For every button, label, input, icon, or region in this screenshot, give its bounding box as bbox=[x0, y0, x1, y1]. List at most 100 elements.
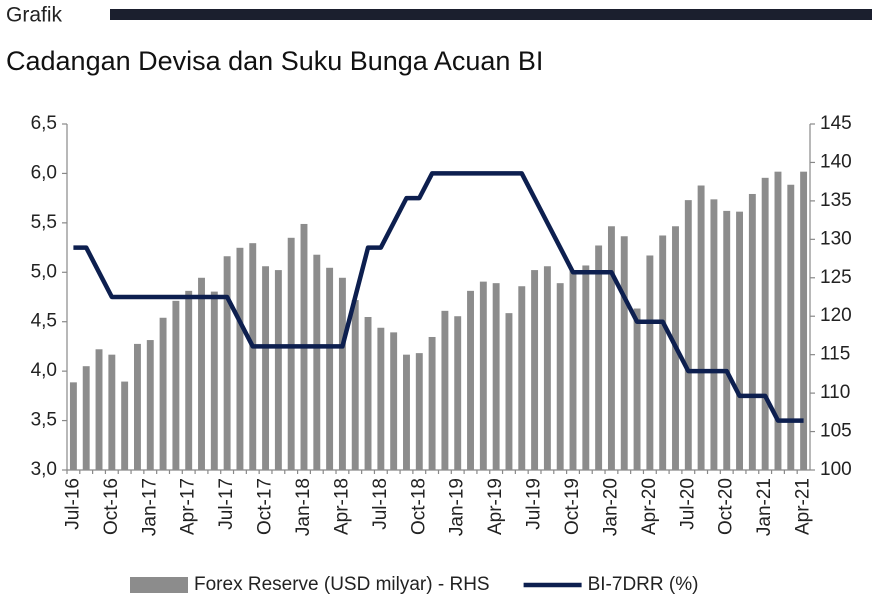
bar bbox=[313, 254, 321, 470]
bar bbox=[95, 349, 103, 470]
y2-tick-label: 145 bbox=[820, 113, 852, 134]
bar bbox=[659, 235, 667, 470]
bar bbox=[761, 177, 769, 471]
y2-tick-label: 130 bbox=[820, 228, 852, 249]
bar bbox=[518, 286, 526, 470]
bar bbox=[479, 281, 487, 470]
x-tick-label: Oct-18 bbox=[408, 478, 429, 535]
y-tick-label: 3,5 bbox=[31, 410, 57, 431]
bar bbox=[236, 247, 244, 470]
bar bbox=[326, 267, 334, 470]
bar bbox=[620, 236, 628, 470]
bar bbox=[364, 316, 372, 470]
bar bbox=[108, 354, 116, 470]
bar bbox=[787, 184, 795, 470]
bar bbox=[274, 270, 282, 470]
bar bbox=[505, 313, 513, 470]
y-tick-label: 6,5 bbox=[31, 113, 57, 134]
bar bbox=[697, 185, 705, 470]
bar bbox=[403, 354, 410, 470]
line bbox=[73, 171, 804, 423]
bar bbox=[377, 327, 385, 470]
x-tick-label: Jul-18 bbox=[370, 478, 391, 530]
y-tick-label: 6,0 bbox=[31, 162, 57, 183]
chart-title: Cadangan Devisa dan Suku Bunga Acuan BI bbox=[6, 46, 543, 76]
bar bbox=[736, 211, 744, 471]
bar bbox=[210, 291, 218, 470]
bar bbox=[287, 237, 295, 470]
bar bbox=[607, 226, 615, 470]
bar bbox=[249, 243, 257, 470]
y-tick-label: 3,0 bbox=[31, 459, 57, 480]
header-rule bbox=[110, 9, 872, 20]
bar bbox=[351, 300, 359, 470]
y-tick-label: 5,5 bbox=[31, 212, 57, 233]
x-tick-label: Apr-21 bbox=[793, 478, 814, 535]
y-tick-label: 4,5 bbox=[31, 311, 57, 332]
x-tick-label: Jan-17 bbox=[139, 478, 160, 536]
x-tick-label: Apr-19 bbox=[485, 478, 506, 535]
x-tick-label: Oct-16 bbox=[101, 478, 122, 535]
x-tick-label: Jul-16 bbox=[62, 478, 83, 530]
y2-tick-label: 105 bbox=[820, 421, 852, 442]
bar bbox=[415, 353, 423, 470]
x-tick-label: Apr-18 bbox=[331, 478, 352, 535]
bar bbox=[262, 266, 270, 470]
x-tick-label: Jan-20 bbox=[600, 478, 621, 536]
x-tick-label: Apr-17 bbox=[178, 478, 199, 535]
legend-label: BI-7DRR (%) bbox=[588, 574, 699, 595]
bar bbox=[556, 283, 564, 470]
bar bbox=[133, 343, 141, 470]
bar bbox=[428, 336, 436, 470]
x-tick-label: Jan-21 bbox=[754, 478, 775, 536]
x-tick-label: Oct-20 bbox=[716, 478, 737, 535]
bar bbox=[748, 193, 756, 471]
bar bbox=[390, 332, 398, 470]
y-tick-label: 5,0 bbox=[31, 261, 57, 282]
bar bbox=[582, 265, 590, 470]
x-tick-label: Jul-20 bbox=[677, 478, 698, 530]
bar bbox=[800, 171, 808, 470]
bar bbox=[492, 283, 500, 470]
bar bbox=[467, 290, 474, 470]
bar bbox=[223, 256, 231, 470]
y-tick-label: 4,0 bbox=[31, 360, 57, 381]
x-tick-label: Jan-19 bbox=[447, 478, 468, 536]
x-tick-label: Apr-20 bbox=[639, 478, 660, 535]
bar bbox=[633, 308, 641, 470]
bar bbox=[569, 270, 577, 470]
x-tick-label: Jan-18 bbox=[293, 478, 314, 536]
y2-tick-label: 120 bbox=[820, 305, 852, 326]
bar bbox=[684, 200, 692, 470]
bar bbox=[774, 171, 782, 470]
y2-tick-label: 125 bbox=[820, 267, 852, 288]
y2-tick-label: 135 bbox=[820, 190, 852, 211]
bar bbox=[595, 245, 603, 470]
bar bbox=[146, 340, 154, 470]
y2-tick-label: 140 bbox=[820, 151, 852, 172]
x-tick-label: Oct-19 bbox=[562, 478, 583, 535]
bar bbox=[531, 270, 539, 470]
x-tick-label: Jul-17 bbox=[216, 478, 237, 530]
y2-tick-label: 110 bbox=[820, 382, 850, 403]
bar bbox=[710, 199, 718, 470]
bar bbox=[159, 317, 167, 470]
bar bbox=[723, 210, 731, 470]
bar bbox=[198, 277, 205, 470]
bar bbox=[69, 382, 77, 470]
legend-swatch bbox=[130, 577, 188, 593]
bar bbox=[172, 300, 180, 470]
y2-tick-label: 115 bbox=[820, 344, 850, 365]
bar bbox=[454, 316, 462, 470]
bar bbox=[121, 381, 129, 470]
section-label: Grafik bbox=[6, 4, 63, 27]
bar bbox=[646, 255, 654, 470]
x-tick-label: Oct-17 bbox=[255, 478, 276, 535]
bar bbox=[82, 366, 90, 470]
bar bbox=[543, 266, 551, 470]
y2-tick-label: 100 bbox=[820, 459, 852, 480]
bar bbox=[185, 290, 193, 470]
bar bbox=[441, 310, 449, 470]
legend-label: Forex Reserve (USD milyar) - RHS bbox=[194, 574, 490, 595]
